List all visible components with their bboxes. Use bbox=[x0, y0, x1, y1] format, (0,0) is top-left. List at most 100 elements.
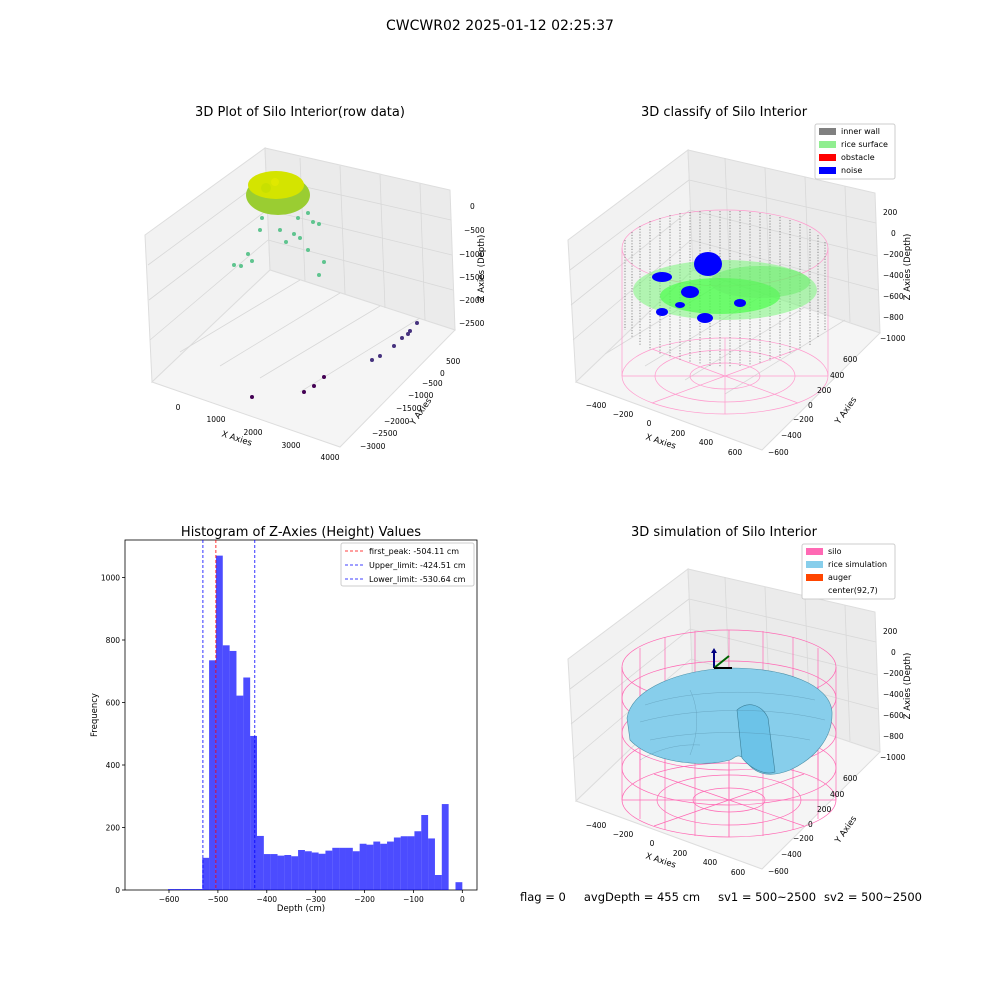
histogram-bar bbox=[284, 855, 292, 890]
histogram-bar bbox=[250, 735, 257, 890]
tick-label: 200 bbox=[883, 208, 898, 217]
histogram-bar bbox=[304, 851, 312, 890]
histogram-bar bbox=[434, 875, 442, 890]
tick-label: 200 bbox=[817, 386, 832, 395]
tick-label: 0 bbox=[470, 202, 475, 211]
y-tick-label: 0 bbox=[115, 886, 120, 895]
histogram-bar bbox=[188, 889, 196, 890]
raw-points bbox=[232, 171, 419, 399]
tick-label: 600 bbox=[843, 774, 858, 783]
histogram-bar bbox=[373, 841, 381, 890]
x-ticks: −600 −500 −400 −300 −200 −100 0 bbox=[159, 890, 465, 904]
legend-label: obstacle bbox=[841, 153, 875, 162]
y-tick-label: 200 bbox=[106, 824, 121, 833]
legend-label: center(92,7) bbox=[828, 586, 878, 595]
tick-label: −1000 bbox=[408, 391, 434, 400]
histogram-bar bbox=[339, 847, 346, 890]
tick-label: −200 bbox=[883, 250, 904, 259]
y-axis-label: Frequency bbox=[90, 693, 100, 737]
y-tick-label: 400 bbox=[106, 761, 121, 770]
legend-swatch bbox=[806, 548, 823, 555]
legend: inner wall rice surface obstacle noise bbox=[814, 123, 896, 180]
tick-label: 400 bbox=[703, 858, 718, 867]
histogram-bar bbox=[229, 650, 237, 890]
tick-label: 0 bbox=[176, 403, 181, 412]
tick-label: −800 bbox=[883, 313, 904, 322]
legend-label: silo bbox=[828, 547, 842, 556]
sv1-text: sv1 = 500~2500 bbox=[718, 890, 817, 904]
tick-label: −200 bbox=[613, 830, 634, 839]
noise-points bbox=[652, 252, 746, 323]
axes-box bbox=[567, 149, 881, 451]
histogram-bar bbox=[263, 854, 271, 890]
tick-label: 400 bbox=[830, 371, 845, 380]
tick-label: 400 bbox=[699, 438, 714, 447]
rice-simulation-surface bbox=[626, 667, 833, 775]
tick-label: −1500 bbox=[396, 404, 422, 413]
avg-depth-text: avgDepth = 455 cm bbox=[583, 890, 701, 904]
tick-label: −2500 bbox=[372, 429, 398, 438]
y-tick-label: 600 bbox=[106, 699, 121, 708]
tick-label: −600 bbox=[883, 292, 904, 301]
z-axis-label: Z Axies (Depth) bbox=[903, 653, 913, 720]
histogram-bar bbox=[209, 660, 216, 890]
tick-label: 0 bbox=[808, 401, 813, 410]
threshold-lines bbox=[202, 540, 256, 890]
z-ticks: 200 0 −200 −400 −600 −800 −1000 bbox=[880, 627, 906, 762]
y-axis-label: Y Axies bbox=[833, 814, 860, 846]
legend-swatch bbox=[806, 574, 823, 581]
status-footer: flag = 0 avgDepth = 455 cm sv1 = 500~2500 s… bbox=[520, 890, 940, 904]
y-ticks: 500 0 −500 −1000 −1500 −2000 −2500 −3000 bbox=[360, 357, 461, 451]
tick-label: 1000 bbox=[206, 415, 225, 424]
tick-label: 200 bbox=[817, 805, 832, 814]
histogram-bar bbox=[270, 854, 278, 890]
tick-label: 0 bbox=[808, 820, 813, 829]
legend-swatch bbox=[806, 561, 823, 568]
axes-box bbox=[144, 147, 456, 448]
x-tick-label: −600 bbox=[159, 895, 180, 904]
tick-label: −3000 bbox=[360, 442, 386, 451]
z-axis-label: Z Axies (Depth) bbox=[903, 234, 913, 301]
tick-label: −400 bbox=[781, 850, 802, 859]
histogram-bar bbox=[455, 882, 463, 890]
histogram-bar bbox=[168, 889, 175, 890]
z-ticks: 200 0 −200 −400 −600 −800 −1000 bbox=[880, 208, 906, 343]
z-axis-label: Z Axies (Depth) bbox=[477, 235, 487, 302]
x-ticks: −400 −200 0 200 400 600 bbox=[586, 401, 743, 457]
x-tick-label: −300 bbox=[305, 895, 326, 904]
histogram-bar bbox=[387, 841, 394, 890]
x-tick-label: −200 bbox=[354, 895, 375, 904]
flag-text: flag = 0 bbox=[520, 890, 566, 904]
histogram-bar bbox=[393, 837, 401, 890]
z-ticks: 0 −500 −1000 −1500 −2000 −2500 bbox=[459, 202, 485, 328]
x-ticks: 0 1000 2000 3000 4000 bbox=[176, 403, 340, 462]
histogram-bar bbox=[257, 835, 264, 890]
tick-label: −200 bbox=[613, 410, 634, 419]
chart-title: 3D classify of Silo Interior bbox=[641, 105, 808, 120]
tick-label: 0 bbox=[440, 369, 445, 378]
x-ticks: −400 −200 0 200 400 600 bbox=[586, 821, 746, 877]
tick-label: −1500 bbox=[459, 273, 485, 282]
tick-label: 0 bbox=[650, 839, 655, 848]
histogram-bar bbox=[298, 850, 305, 890]
tick-label: −2500 bbox=[459, 319, 485, 328]
tick-label: −500 bbox=[422, 379, 443, 388]
auger-marker bbox=[711, 648, 732, 669]
tick-label: −600 bbox=[883, 711, 904, 720]
tick-label: 200 bbox=[883, 627, 898, 636]
histogram-bar bbox=[414, 831, 422, 890]
x-tick-label: 0 bbox=[460, 895, 465, 904]
histogram-bar bbox=[359, 843, 367, 890]
histogram-bar bbox=[428, 838, 435, 890]
chart-title: 3D Plot of Silo Interior(row data) bbox=[195, 105, 405, 120]
legend-label: Lower_limit: -530.64 cm bbox=[369, 575, 466, 584]
histogram-bar bbox=[345, 847, 353, 890]
tick-label: −400 bbox=[586, 821, 607, 830]
tick-label: −400 bbox=[883, 690, 904, 699]
y-tick-label: 1000 bbox=[101, 574, 120, 583]
histogram-bar bbox=[215, 555, 223, 890]
legend-label: auger bbox=[828, 573, 852, 582]
histogram-bar bbox=[243, 677, 251, 890]
